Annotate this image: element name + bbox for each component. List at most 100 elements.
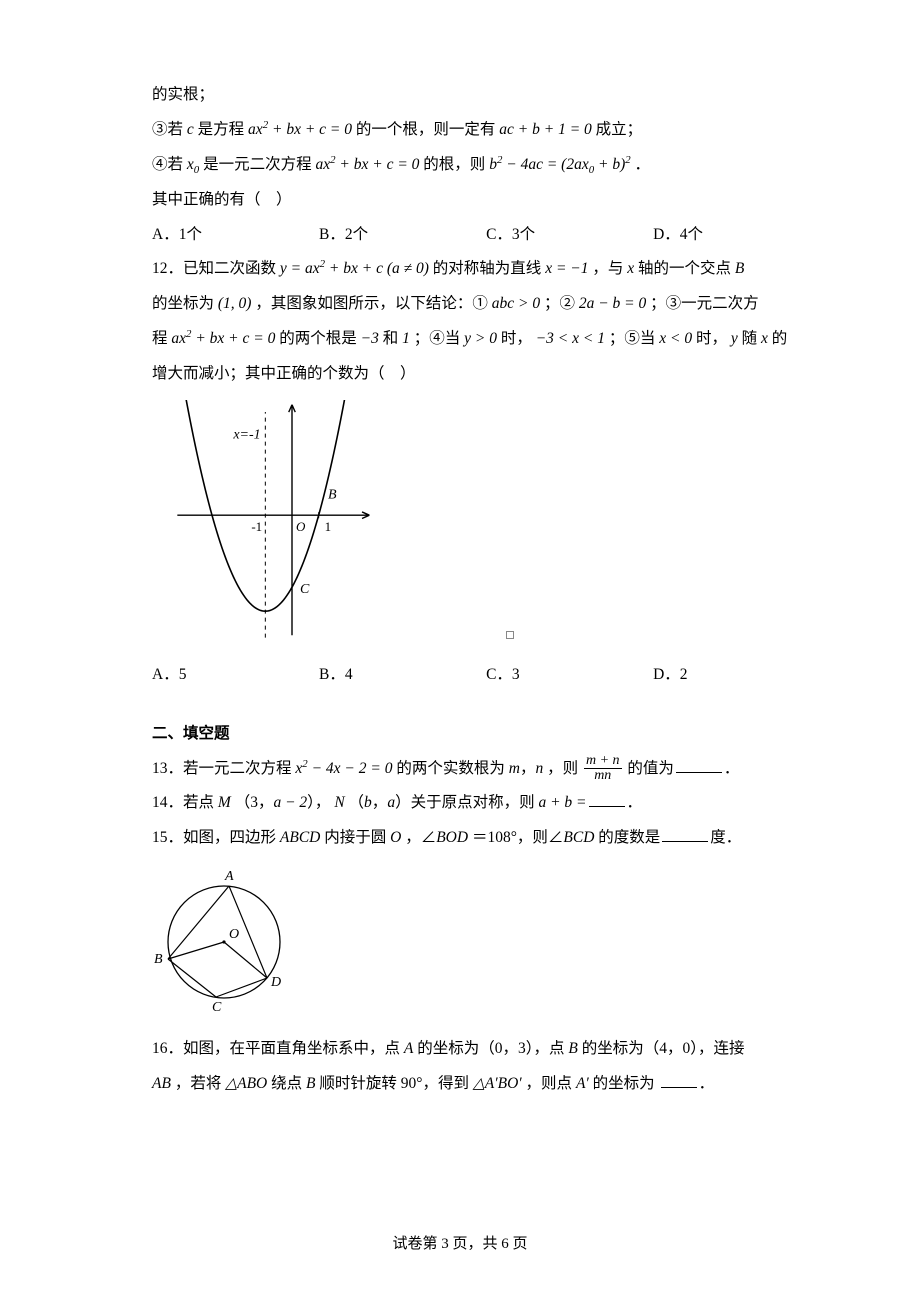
tri-abo2: △A′BO′ bbox=[473, 1075, 522, 1092]
text: 内接于圆 bbox=[324, 829, 386, 846]
c2: 2a − b = 0 bbox=[579, 295, 646, 312]
q12-line-1: 12．已知二次函数 y = ax2 + bx + c (a ≠ 0) 的对称轴为… bbox=[152, 252, 770, 287]
text: 度． bbox=[710, 829, 741, 846]
option-b-label: 2个 bbox=[345, 226, 368, 243]
root2: 1 bbox=[402, 330, 410, 347]
coord: (1, 0) bbox=[218, 295, 252, 312]
q11-options: A．1个 B．2个 C．3个 D．4个 bbox=[152, 218, 770, 253]
text: ，则 bbox=[547, 760, 578, 777]
intro-line-0: 的实根； bbox=[152, 78, 770, 113]
point-b: B bbox=[306, 1075, 315, 1092]
text: 的一个根，则一定有 bbox=[356, 121, 496, 138]
option-a-label: 1个 bbox=[179, 226, 202, 243]
fraction-den: mn bbox=[584, 769, 622, 784]
bod: BOD bbox=[436, 829, 468, 846]
eq2: ac + b + 1 = 0 bbox=[499, 121, 592, 138]
text: 12．已知二次函数 bbox=[152, 260, 276, 277]
eq2: b2 − 4ac = (2ax0 + b)2 bbox=[489, 156, 630, 173]
text: 16．如图，在平面直角坐标系中，点 bbox=[152, 1040, 400, 1057]
point-ap: A′ bbox=[576, 1075, 589, 1092]
text: ． bbox=[724, 760, 740, 777]
page: 的实根； ③若 c 是方程 ax2 + bx + c = 0 的一个根，则一定有… bbox=[0, 0, 920, 1302]
option-a: A．1个 bbox=[152, 218, 319, 253]
intro-line-2: ④若 x0 是一元二次方程 ax2 + bx + c = 0 的根，则 b2 −… bbox=[152, 148, 770, 183]
text: 的值为 bbox=[627, 760, 674, 777]
svg-text:x=-1: x=-1 bbox=[232, 427, 260, 442]
axis-eq: x = −1 bbox=[545, 260, 588, 277]
section-2-title: 二、填空题 bbox=[152, 717, 770, 752]
seg-ab: AB bbox=[152, 1075, 171, 1092]
text: ；⑤当 bbox=[609, 330, 656, 347]
text: 的两个实数根为 bbox=[396, 760, 505, 777]
text: ）关于原点对称，则 bbox=[395, 794, 535, 811]
text: ． bbox=[627, 794, 643, 811]
ab-eq: a + b = bbox=[538, 794, 586, 811]
y-var: y bbox=[731, 330, 738, 347]
text: 是一元二次方程 bbox=[203, 156, 312, 173]
text: ，则点 bbox=[526, 1075, 573, 1092]
option-d: D．4个 bbox=[653, 218, 770, 253]
c4a: y > 0 bbox=[464, 330, 497, 347]
svg-text:A: A bbox=[224, 869, 234, 884]
val: a bbox=[387, 794, 395, 811]
text: 时， bbox=[501, 330, 532, 347]
option-b: B．2个 bbox=[319, 218, 486, 253]
option-c-label: 3 bbox=[512, 666, 520, 683]
q12-line-2: 的坐标为 (1, 0) ，其图象如图所示，以下结论：① abc > 0 ；② 2… bbox=[152, 287, 770, 322]
text: 的对称轴为直线 bbox=[433, 260, 542, 277]
c1: abc > 0 bbox=[492, 295, 540, 312]
text: ③若 bbox=[152, 121, 183, 138]
q14-line: 14．若点 M （3，a − 2）， N （b，a）关于原点对称，则 a + b… bbox=[152, 786, 770, 821]
x-var: x bbox=[627, 260, 634, 277]
fraction: m + n mn bbox=[584, 754, 622, 784]
text: ；② bbox=[544, 295, 575, 312]
point-a: A bbox=[404, 1040, 413, 1057]
eq: ax2 + bx + c = 0 bbox=[315, 156, 419, 173]
svg-text:1: 1 bbox=[325, 519, 332, 534]
text: ． bbox=[699, 1075, 715, 1092]
option-d-label: 4个 bbox=[680, 226, 703, 243]
svg-text:C: C bbox=[212, 1000, 222, 1014]
text: 时， bbox=[696, 330, 727, 347]
var-c: c bbox=[187, 121, 194, 138]
svg-text:C: C bbox=[300, 582, 310, 597]
text: （3， bbox=[235, 794, 274, 811]
eq: y = ax2 + bx + c (a ≠ 0) bbox=[280, 260, 429, 277]
bcd: BCD bbox=[563, 829, 594, 846]
text: 15．如图，四边形 bbox=[152, 829, 276, 846]
text: 的坐标为（0，3），点 bbox=[417, 1040, 564, 1057]
option-c: C．3 bbox=[486, 658, 653, 693]
svg-text:B: B bbox=[328, 487, 337, 502]
parabola-figure: x=-1-1O1BC bbox=[172, 400, 770, 654]
text: 顺时针旋转 90°，得到 bbox=[319, 1075, 469, 1092]
center-o: O bbox=[390, 829, 401, 846]
val: b bbox=[364, 794, 372, 811]
page-footer: 试卷第 3 页，共 6 页 bbox=[0, 1228, 920, 1262]
q12-options: A．5 B．4 C．3 D．2 bbox=[152, 658, 770, 693]
text: 的两个根是 bbox=[279, 330, 357, 347]
text: 绕点 bbox=[271, 1075, 302, 1092]
text: ， bbox=[520, 760, 536, 777]
intro-line-1: ③若 c 是方程 ax2 + bx + c = 0 的一个根，则一定有 ac +… bbox=[152, 113, 770, 148]
q16-line-2: AB ，若将 △ABO 绕点 B 顺时针旋转 90°，得到 △A′BO′ ，则点… bbox=[152, 1067, 770, 1102]
point-m: M bbox=[218, 794, 231, 811]
text: ，与 bbox=[592, 260, 623, 277]
point-n: N bbox=[334, 794, 344, 811]
text: 的 bbox=[772, 330, 788, 347]
text: ，∠ bbox=[405, 829, 436, 846]
val: a − 2 bbox=[273, 794, 307, 811]
answer-blank bbox=[589, 791, 625, 808]
option-d-label: 2 bbox=[680, 666, 688, 683]
option-c-label: 3个 bbox=[512, 226, 535, 243]
abcd: ABCD bbox=[280, 829, 320, 846]
var-m: m bbox=[509, 760, 520, 777]
circle-svg: ABCDO bbox=[152, 864, 297, 1014]
text: ；④当 bbox=[414, 330, 461, 347]
option-a: A．5 bbox=[152, 658, 319, 693]
answer-blank bbox=[662, 826, 708, 843]
q12-line-3: 程 ax2 + bx + c = 0 的两个根是 −3 和 1 ；④当 y > … bbox=[152, 322, 770, 357]
text: 的根，则 bbox=[423, 156, 485, 173]
c4b: −3 < x < 1 bbox=[536, 330, 605, 347]
var-n: n bbox=[535, 760, 543, 777]
text: ，其图象如图所示，以下结论：① bbox=[255, 295, 488, 312]
